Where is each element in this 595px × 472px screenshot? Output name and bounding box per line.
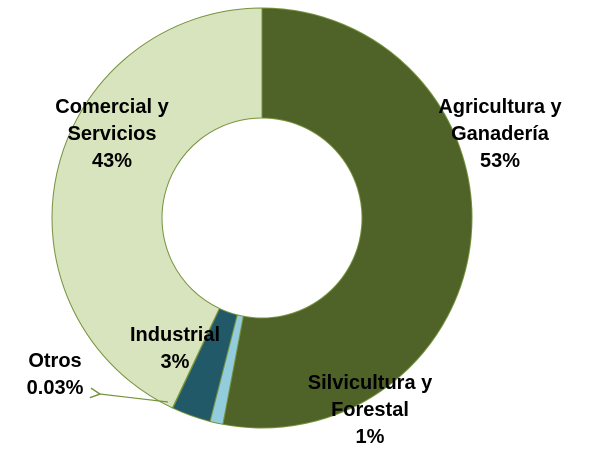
category-name: Agricultura y Ganadería [438, 96, 562, 145]
value-label: 0.03% [26, 377, 84, 399]
category-name: Silvicultura y Forestal [307, 372, 433, 421]
slice-label: Agricultura y Ganadería 53% [420, 94, 580, 175]
slice-label: Silvicultura y Forestal 1% [290, 370, 450, 451]
slice-label: Otros 0.03% [0, 348, 110, 402]
category-name: Otros [28, 350, 82, 372]
value-label: 3% [160, 351, 190, 373]
category-name: Industrial [129, 324, 220, 346]
value-label: 1% [355, 426, 385, 448]
donut-slice [222, 7, 473, 429]
slice-label: Comercial y Servicios 43% [22, 94, 202, 175]
value-label: 43% [91, 150, 133, 172]
leader-line [100, 394, 169, 403]
category-name: Comercial y Servicios [55, 96, 169, 145]
donut-slice [51, 7, 263, 409]
value-label: 53% [479, 150, 521, 172]
slice-label: Industrial 3% [105, 322, 245, 376]
